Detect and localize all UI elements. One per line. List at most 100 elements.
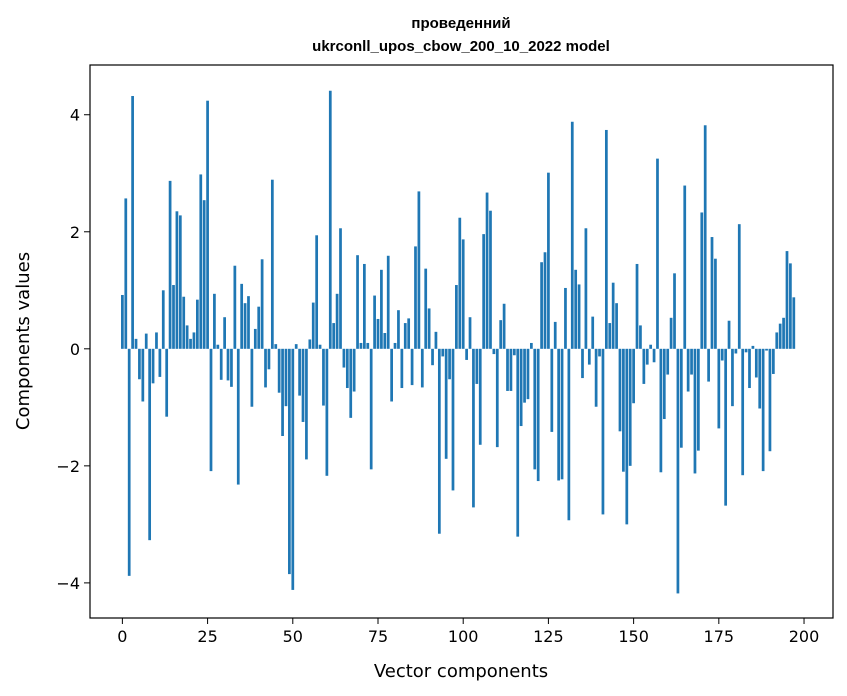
bar-128 [557, 348, 560, 481]
bar-150 [632, 348, 635, 404]
bar-50 [291, 348, 295, 590]
bar-148 [625, 348, 629, 525]
bar-97 [451, 348, 455, 491]
bar-138 [591, 316, 595, 349]
bar-5 [138, 348, 141, 380]
chart-title-line2: ukrconll_upos_cbow_200_10_2022 model [312, 38, 610, 55]
bar-7 [144, 333, 148, 349]
y-tick-label: 0 [70, 340, 80, 359]
bar-20 [189, 338, 192, 349]
bar-58 [318, 344, 322, 349]
bar-44 [270, 179, 274, 349]
bar-191 [771, 348, 775, 374]
bar-51 [294, 344, 298, 349]
bar-181 [737, 224, 741, 349]
bar-132 [570, 121, 574, 349]
bar-185 [751, 345, 755, 349]
bar-30 [223, 317, 226, 349]
bar-146 [618, 348, 622, 432]
bar-68 [352, 348, 356, 392]
bar-98 [455, 285, 458, 349]
bar-156 [652, 348, 656, 363]
bar-92 [434, 331, 438, 349]
bar-116 [516, 348, 520, 537]
bar-56 [311, 302, 315, 349]
bar-170 [700, 212, 704, 349]
bar-70 [359, 342, 363, 349]
x-tick-label: 125 [533, 627, 564, 646]
x-tick-label: 150 [618, 627, 649, 646]
bar-14 [168, 180, 172, 349]
bar-90 [427, 308, 431, 349]
bar-142 [604, 129, 608, 349]
bar-163 [676, 348, 680, 594]
bar-183 [744, 348, 748, 353]
bar-194 [782, 317, 785, 349]
bar-130 [564, 287, 567, 349]
bar-186 [754, 348, 758, 378]
bar-74 [373, 295, 376, 349]
bar-40 [257, 306, 261, 349]
bar-187 [758, 348, 762, 409]
x-tick-label: 0 [117, 627, 127, 646]
bar-52 [298, 348, 301, 396]
bar-3 [131, 96, 134, 349]
bar-135 [581, 348, 584, 379]
bar-48 [284, 348, 288, 407]
bar-72 [366, 342, 370, 349]
bar-111 [499, 320, 503, 349]
bar-11 [158, 348, 162, 377]
y-tick-label: 4 [70, 106, 80, 125]
bar-161 [669, 317, 673, 349]
bar-155 [649, 344, 653, 349]
bar-151 [635, 263, 639, 349]
x-tick-label: 25 [197, 627, 217, 646]
bar-85 [410, 348, 414, 386]
bar-193 [778, 323, 782, 349]
bar-110 [495, 348, 499, 448]
bar-134 [577, 284, 581, 349]
bar-66 [345, 348, 349, 389]
bar-91 [431, 348, 434, 366]
bar-180 [734, 348, 738, 354]
bar-149 [628, 348, 632, 466]
bar-32 [230, 348, 233, 387]
bar-123 [540, 262, 543, 349]
bar-104 [475, 348, 479, 384]
bar-189 [765, 348, 768, 351]
bar-195 [785, 251, 789, 349]
y-tick-label: −2 [56, 457, 80, 476]
bar-190 [768, 348, 772, 452]
bar-9 [151, 348, 155, 384]
bar-73 [369, 348, 373, 470]
bar-196 [789, 263, 792, 349]
bar-119 [526, 348, 530, 400]
bar-109 [492, 348, 496, 355]
bar-60 [325, 348, 329, 476]
bar-93 [437, 348, 441, 534]
bar-6 [141, 348, 145, 402]
bar-45 [274, 344, 278, 349]
bar-38 [250, 348, 254, 407]
bar-143 [608, 323, 612, 349]
bar-64 [339, 228, 342, 349]
bar-36 [243, 303, 247, 349]
bar-59 [322, 348, 325, 406]
bar-165 [683, 185, 687, 349]
bar-0 [121, 294, 124, 349]
y-tick-label: −4 [56, 574, 80, 593]
bar-96 [448, 348, 451, 380]
bar-174 [714, 258, 717, 349]
bar-164 [679, 348, 683, 448]
x-axis-label: Vector components [374, 661, 548, 682]
y-axis-label: Components values [13, 252, 34, 430]
bar-114 [509, 348, 513, 391]
bar-29 [219, 348, 223, 380]
bar-62 [332, 323, 336, 349]
bar-95 [444, 348, 448, 459]
bar-31 [226, 348, 230, 381]
bar-26 [209, 348, 213, 472]
bar-112 [502, 303, 506, 349]
